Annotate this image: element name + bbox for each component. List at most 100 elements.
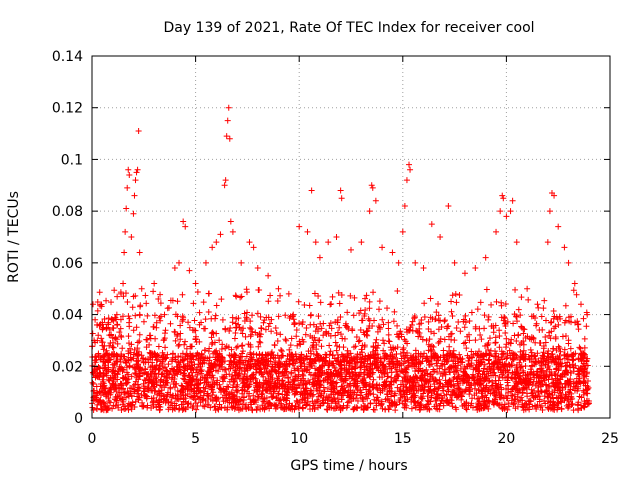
data-point [245, 405, 252, 412]
data-point [525, 296, 532, 303]
data-point [189, 343, 196, 350]
data-point [219, 359, 226, 366]
data-point [90, 301, 97, 308]
data-point [421, 350, 428, 357]
data-point [354, 359, 361, 366]
data-point [463, 399, 470, 406]
data-point [366, 208, 373, 215]
data-point [265, 298, 272, 305]
data-point [503, 213, 510, 220]
data-point [104, 406, 111, 413]
data-point [313, 351, 320, 358]
data-point [209, 339, 216, 346]
data-point [396, 388, 403, 395]
data-point [324, 385, 331, 392]
y-tick-label: 0.1 [61, 152, 83, 168]
data-point [432, 397, 439, 404]
data-point [336, 300, 343, 307]
y-tick-label: 0 [74, 411, 83, 427]
data-point [250, 356, 257, 363]
data-point [552, 375, 559, 382]
data-point [116, 329, 123, 336]
data-point [449, 403, 456, 410]
data-point [129, 402, 136, 409]
data-point [165, 406, 172, 413]
data-point [289, 312, 296, 319]
data-point [108, 384, 115, 391]
data-point [228, 389, 235, 396]
data-point [106, 326, 113, 333]
data-point [170, 368, 177, 375]
data-point [91, 357, 98, 364]
data-point [93, 373, 100, 380]
data-point [504, 318, 511, 325]
data-point [167, 391, 174, 398]
data-point [450, 351, 457, 358]
data-point [265, 399, 272, 406]
data-point [124, 379, 131, 386]
data-point [107, 374, 114, 381]
data-point [340, 402, 347, 409]
data-point [112, 314, 119, 321]
data-point [253, 407, 260, 414]
data-point [333, 234, 340, 240]
data-point [455, 318, 462, 325]
data-point [417, 406, 424, 413]
data-point [364, 404, 371, 411]
data-point [288, 386, 295, 393]
data-point [523, 386, 530, 393]
data-point [538, 402, 545, 409]
data-point [344, 347, 351, 354]
data-point [312, 371, 319, 378]
data-point [493, 383, 500, 390]
data-point [430, 355, 437, 362]
data-point [361, 331, 368, 338]
data-point [329, 382, 336, 389]
data-point [275, 364, 282, 371]
data-point [277, 331, 284, 338]
data-point [224, 404, 231, 411]
data-point [125, 166, 132, 173]
data-point [443, 391, 450, 398]
data-point [197, 389, 204, 396]
data-point [105, 388, 112, 395]
data-point [96, 370, 103, 377]
data-point [526, 397, 533, 404]
data-point [375, 323, 382, 330]
data-point [137, 302, 144, 309]
data-point [182, 338, 189, 345]
data-point [577, 345, 584, 352]
data-point [214, 377, 221, 384]
data-point [187, 366, 194, 373]
data-point [263, 369, 270, 376]
data-point [535, 304, 542, 311]
data-point [147, 370, 154, 377]
data-point [89, 369, 96, 376]
data-point [266, 320, 273, 327]
data-point [358, 239, 365, 246]
data-point [219, 378, 226, 385]
data-point [456, 351, 463, 358]
data-point [332, 332, 339, 339]
data-point [92, 353, 99, 360]
data-point [569, 400, 576, 407]
data-point [493, 228, 500, 235]
data-point [327, 394, 334, 401]
data-point [113, 397, 120, 404]
data-point [178, 401, 185, 408]
data-point [344, 399, 351, 406]
data-point [103, 324, 110, 331]
data-point [557, 360, 564, 367]
data-point [284, 353, 291, 360]
data-point [271, 366, 278, 373]
data-point [319, 397, 326, 404]
data-point [236, 354, 243, 361]
data-point [280, 352, 287, 359]
data-point [402, 383, 409, 390]
data-point [393, 401, 400, 408]
data-point [206, 372, 213, 379]
data-point [574, 371, 581, 378]
x-tick-label: 15 [394, 431, 412, 447]
data-point [233, 399, 240, 406]
data-point [176, 341, 183, 348]
